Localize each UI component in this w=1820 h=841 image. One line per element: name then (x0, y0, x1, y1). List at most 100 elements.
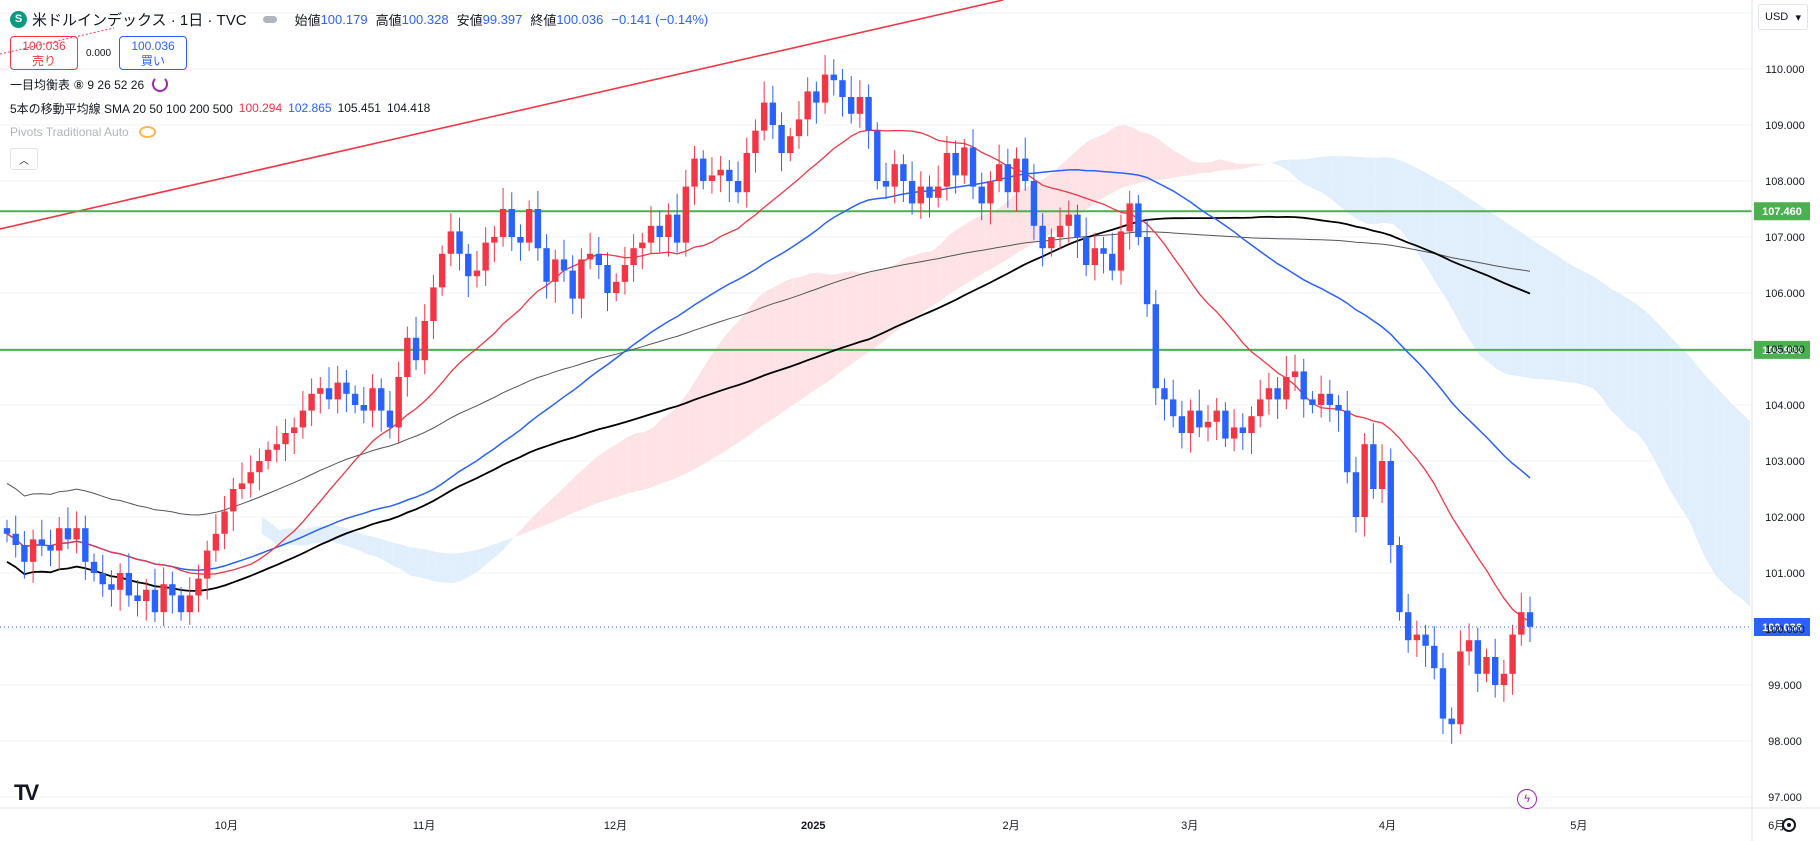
cloud-segment (331, 524, 341, 544)
cloud-segment (531, 509, 541, 531)
candle-body (1039, 225, 1046, 249)
candle-body (839, 80, 846, 97)
candle-body (926, 186, 933, 198)
cloud-segment (1340, 156, 1350, 215)
candle-body (151, 589, 159, 613)
candle-body (177, 595, 185, 613)
cloud-segment (1515, 228, 1524, 378)
cloud-segment (470, 549, 480, 576)
cloud-segment (1628, 299, 1637, 433)
y-tick-label: 105.000 (1765, 344, 1805, 356)
cloud-segment (749, 297, 758, 436)
candle-body (1213, 410, 1220, 422)
cloud-segment (348, 529, 358, 550)
indicator-ichimoku[interactable]: 一目均衡表 ⑧ 9 26 52 26 (10, 72, 708, 96)
candle-body (1396, 545, 1403, 613)
cloud-segment (1140, 131, 1150, 183)
cloud-segment (653, 418, 663, 487)
cloud-segment (514, 527, 523, 538)
candle-body (221, 511, 228, 534)
currency-selector[interactable]: USD ▾ (1758, 4, 1808, 30)
cloud-segment (1375, 157, 1385, 225)
candle-body (482, 242, 489, 271)
candle-body (1230, 427, 1238, 439)
candle-body (186, 595, 193, 613)
cloud-segment (1410, 164, 1420, 255)
cloud-segment (435, 551, 445, 583)
candle-body (630, 248, 637, 265)
candle-body (21, 545, 28, 562)
cloud-segment (1480, 205, 1489, 363)
candle-body (813, 91, 820, 103)
cloud-segment (827, 274, 837, 382)
cloud-segment (357, 532, 367, 554)
cloud-segment (644, 427, 654, 490)
candle-body (230, 489, 237, 512)
candle-body (1483, 657, 1490, 674)
x-tick-label: 5月 (1570, 820, 1587, 832)
candle-body (1222, 410, 1229, 439)
cloud-segment (374, 537, 384, 561)
candle-body (360, 405, 368, 411)
cloud-segment (1732, 404, 1742, 599)
cloud-segment (1689, 355, 1698, 542)
indicator-pivots[interactable]: Pivots Traditional Auto (10, 120, 708, 144)
low-value: 99.397 (482, 11, 523, 27)
sma100-line (6, 215, 1531, 592)
trend-line-dotted (0, 27, 115, 55)
cloud-segment (731, 319, 741, 447)
cloud-segment (636, 432, 645, 492)
candle-body (282, 433, 289, 445)
candle-body (552, 259, 559, 282)
sell-button[interactable]: 100.036 売り (10, 36, 78, 70)
buy-button[interactable]: 100.036 買い (119, 36, 188, 70)
candle-body (1135, 203, 1142, 237)
indicator-sma[interactable]: 5本の移動平均線 SMA 20 50 100 200 500 100.294 1… (10, 96, 708, 120)
cloud-segment (1045, 171, 1054, 238)
cloud-segment (696, 363, 706, 468)
gear-icon[interactable] (1782, 818, 1796, 832)
candle-body (856, 97, 864, 114)
cloud-segment (496, 540, 506, 556)
collapse-legend-button[interactable]: ︿ (10, 148, 38, 170)
candle-body (247, 472, 254, 484)
symbol-title[interactable]: 米ドルインデックス · 1日 · TVC (32, 11, 247, 29)
y-tick-label: 100.000 (1765, 624, 1805, 636)
cloud-segment (261, 517, 271, 540)
spread-value: 0.000 (86, 47, 112, 59)
candle-body (760, 102, 768, 131)
candle-body (1465, 640, 1473, 652)
cloud-segment (1706, 377, 1716, 575)
candle-body (143, 589, 150, 601)
candle-body (778, 125, 785, 153)
y-tick-label: 104.000 (1765, 400, 1805, 412)
candle-body (1239, 427, 1247, 433)
candle-body (1300, 371, 1307, 400)
candle-body (160, 584, 167, 613)
candle-body (604, 265, 611, 293)
candle-body (1082, 237, 1090, 265)
cloud-segment (1323, 155, 1333, 200)
cloud-segment (383, 539, 393, 566)
cloud-segment (1523, 233, 1533, 379)
candle-body (1091, 248, 1099, 265)
cloud-segment (270, 522, 280, 547)
cloud-segment (975, 214, 985, 278)
cloud-segment (714, 338, 724, 458)
cloud-segment (914, 252, 924, 318)
cloud-segment (740, 308, 750, 442)
candle-body (1109, 253, 1116, 271)
candle-body (952, 153, 959, 176)
cloud-segment (1575, 267, 1585, 386)
cloud-segment (1079, 140, 1089, 215)
level-price-label: 104.984 (1762, 345, 1803, 357)
candle-body (1361, 444, 1368, 517)
candle-body (726, 169, 733, 181)
lightning-icon[interactable]: ϟ (1517, 789, 1537, 809)
cloud-segment (1280, 159, 1289, 171)
cloud-segment (1193, 161, 1202, 175)
hidden-eye-icon[interactable] (138, 126, 156, 138)
candle-body (73, 528, 80, 540)
